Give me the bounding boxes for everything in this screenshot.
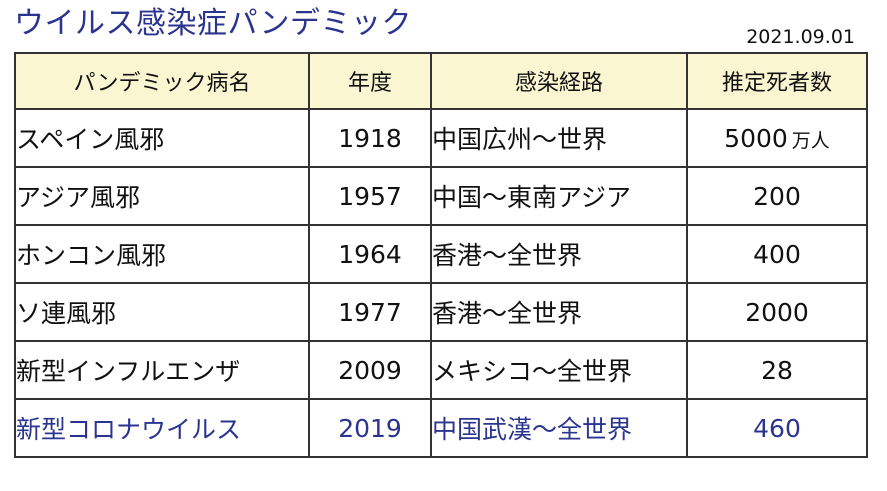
pandemic-table: パンデミック病名 年度 感染経路 推定死者数 スペイン風邪 1918 中国広州～… bbox=[14, 52, 868, 458]
deaths-value: 5000 bbox=[724, 123, 788, 153]
deaths-value: 460 bbox=[753, 413, 801, 443]
date-label: 2021.09.01 bbox=[746, 26, 855, 48]
deaths-value: 200 bbox=[753, 181, 801, 211]
route-cell: 中国武漢～全世界 bbox=[430, 398, 688, 458]
deaths-cell: 400 bbox=[686, 224, 868, 284]
table-header-row: パンデミック病名 年度 感染経路 推定死者数 bbox=[14, 52, 868, 110]
disease-name-cell: 新型インフルエンザ bbox=[14, 340, 310, 400]
disease-name-cell: スペイン風邪 bbox=[14, 108, 310, 168]
disease-name-cell: ソ連風邪 bbox=[14, 282, 310, 342]
route-cell: 香港～全世界 bbox=[430, 282, 688, 342]
deaths-cell: 2000 bbox=[686, 282, 868, 342]
route-cell: 香港～全世界 bbox=[430, 224, 688, 284]
table-row: スペイン風邪 1918 中国広州～世界 5000 万人 bbox=[14, 108, 868, 168]
disease-name-cell: ホンコン風邪 bbox=[14, 224, 310, 284]
year-cell: 1957 bbox=[308, 166, 432, 226]
table-row-highlighted: 新型コロナウイルス 2019 中国武漢～全世界 460 bbox=[14, 398, 868, 458]
route-cell: メキシコ～全世界 bbox=[430, 340, 688, 400]
year-cell: 2019 bbox=[308, 398, 432, 458]
table-row: アジア風邪 1957 中国～東南アジア 200 bbox=[14, 166, 868, 226]
header-deaths: 推定死者数 bbox=[686, 52, 868, 110]
header-route: 感染経路 bbox=[430, 52, 688, 110]
disease-name-cell: アジア風邪 bbox=[14, 166, 310, 226]
disease-name-cell: 新型コロナウイルス bbox=[14, 398, 310, 458]
year-cell: 2009 bbox=[308, 340, 432, 400]
header-year: 年度 bbox=[308, 52, 432, 110]
deaths-cell: 200 bbox=[686, 166, 868, 226]
route-cell: 中国広州～世界 bbox=[430, 108, 688, 168]
header-disease-name: パンデミック病名 bbox=[14, 52, 310, 110]
table-row: ソ連風邪 1977 香港～全世界 2000 bbox=[14, 282, 868, 342]
deaths-cell: 5000 万人 bbox=[686, 108, 868, 168]
route-cell: 中国～東南アジア bbox=[430, 166, 688, 226]
deaths-cell: 460 bbox=[686, 398, 868, 458]
year-cell: 1964 bbox=[308, 224, 432, 284]
table-row: 新型インフルエンザ 2009 メキシコ～全世界 28 bbox=[14, 340, 868, 400]
deaths-cell: 28 bbox=[686, 340, 868, 400]
deaths-value: 2000 bbox=[745, 297, 809, 327]
deaths-value: 400 bbox=[753, 239, 801, 269]
table-row: ホンコン風邪 1964 香港～全世界 400 bbox=[14, 224, 868, 284]
year-cell: 1977 bbox=[308, 282, 432, 342]
page-title: ウイルス感染症パンデミック bbox=[14, 6, 412, 41]
deaths-value: 28 bbox=[761, 355, 793, 385]
deaths-unit: 万人 bbox=[791, 129, 830, 152]
year-cell: 1918 bbox=[308, 108, 432, 168]
